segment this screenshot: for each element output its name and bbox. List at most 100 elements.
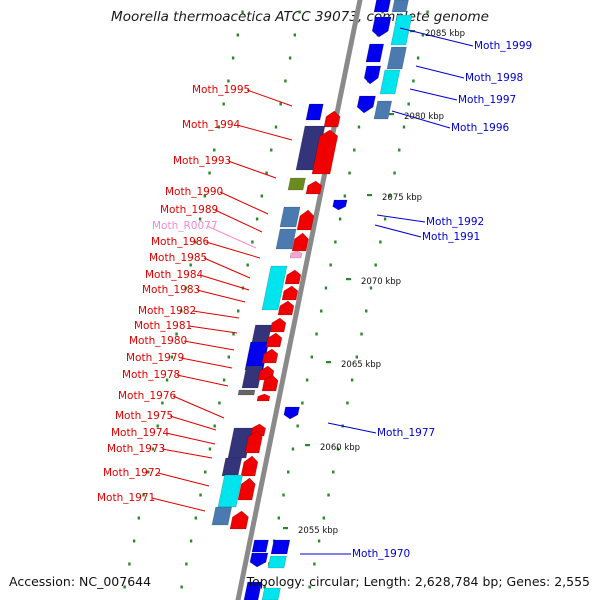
tick-mark xyxy=(353,148,356,152)
gene-label[interactable]: Moth_1989 xyxy=(160,204,218,216)
gene-label[interactable]: Moth_1972 xyxy=(103,467,161,479)
tick-mark xyxy=(265,171,268,175)
gene-label[interactable]: Moth_1977 xyxy=(377,427,435,439)
tick-mark xyxy=(329,263,332,267)
leader-line xyxy=(214,209,263,233)
gene-label[interactable]: Moth_1997 xyxy=(458,94,516,106)
gene-label[interactable]: Moth_1999 xyxy=(474,40,532,52)
tick-mark xyxy=(222,378,226,382)
gene-feature xyxy=(283,406,300,420)
tick-mark xyxy=(161,401,164,405)
tick-mark xyxy=(165,378,169,382)
tick-mark xyxy=(277,516,281,520)
tick-mark xyxy=(260,194,264,198)
tick-mark xyxy=(255,217,259,221)
gene-label[interactable]: Moth_1976 xyxy=(118,390,177,402)
leader-line xyxy=(172,395,225,419)
gene-label[interactable]: Moth_1974 xyxy=(111,427,170,439)
scale-tick xyxy=(389,113,394,116)
gene-feature xyxy=(267,555,287,569)
leader-line xyxy=(188,325,238,334)
gene-label[interactable]: Moth_1971 xyxy=(97,492,155,504)
tick-mark xyxy=(204,470,207,474)
gene-label[interactable]: Moth_1973 xyxy=(107,443,165,455)
tick-mark xyxy=(263,585,266,589)
leader-line xyxy=(391,110,451,129)
gene-feature xyxy=(373,100,393,120)
scale-label: 2080 kbp xyxy=(404,112,444,122)
gene-feature xyxy=(261,348,279,364)
gene-label[interactable]: Moth_1998 xyxy=(465,72,523,84)
scale-label: 2055 kbp xyxy=(298,526,338,536)
tick-mark xyxy=(203,194,207,198)
gene-label[interactable]: Moth_1985 xyxy=(149,252,207,264)
gene-label[interactable]: Moth_1979 xyxy=(126,352,184,364)
tick-mark xyxy=(246,263,249,267)
tick-mark xyxy=(194,516,198,520)
tick-mark xyxy=(402,125,406,129)
gene-feature xyxy=(265,332,283,348)
gene-label[interactable]: Moth_1980 xyxy=(129,335,187,347)
gene-feature xyxy=(275,228,297,250)
leader-line xyxy=(227,160,277,179)
scale-label: 2060 kbp xyxy=(320,443,360,453)
tick-mark xyxy=(305,378,309,382)
gene-label[interactable]: Moth_1978 xyxy=(122,369,180,381)
tick-mark xyxy=(137,516,141,520)
tick-mark xyxy=(334,240,337,244)
leader-line xyxy=(374,224,422,238)
gene-label[interactable]: Moth_1975 xyxy=(115,410,173,422)
tick-mark xyxy=(227,79,230,83)
leader-line xyxy=(205,241,261,259)
tick-mark xyxy=(184,286,188,290)
gene-feature xyxy=(256,393,271,402)
tick-mark xyxy=(412,79,415,83)
gene-label[interactable]: Moth_1986 xyxy=(151,236,210,248)
scale-label: 2065 kbp xyxy=(341,360,381,370)
genome-summary: Topology: circular; Length: 2,628,784 bp… xyxy=(246,574,590,589)
backbone-line xyxy=(235,0,363,600)
tick-mark xyxy=(365,309,368,313)
tick-mark xyxy=(291,447,295,451)
scale-tick xyxy=(305,444,310,447)
tick-mark xyxy=(369,286,373,290)
gene-label[interactable]: Moth_1990 xyxy=(165,186,223,198)
gene-label[interactable]: Moth_1984 xyxy=(145,269,204,281)
tick-mark xyxy=(213,148,216,152)
tick-mark xyxy=(123,585,126,589)
gene-label[interactable]: Moth_1970 xyxy=(352,548,410,560)
tick-mark xyxy=(199,493,202,497)
gene-label[interactable]: Moth_1994 xyxy=(182,119,241,131)
tick-mark xyxy=(343,194,347,198)
scale-tick xyxy=(367,194,372,197)
gene-feature xyxy=(305,180,323,195)
gene-label[interactable]: Moth_R0077 xyxy=(152,220,218,232)
gene-label[interactable]: Moth_1983 xyxy=(142,284,200,296)
tick-mark xyxy=(274,125,278,129)
gene-label[interactable]: Moth_1982 xyxy=(138,305,196,317)
tick-mark xyxy=(336,447,340,451)
gene-label[interactable]: Moth_1992 xyxy=(426,216,484,228)
leader-line xyxy=(415,65,465,79)
leader-line xyxy=(165,432,216,445)
gene-label[interactable]: Moth_1981 xyxy=(134,320,192,332)
gene-label[interactable]: Moth_1991 xyxy=(422,231,480,243)
gene-feature xyxy=(390,14,413,46)
tick-mark xyxy=(324,286,328,290)
gene-label[interactable]: Moth_1996 xyxy=(451,122,510,134)
leader-line xyxy=(176,374,229,387)
tick-mark xyxy=(322,516,326,520)
gene-feature xyxy=(386,46,407,70)
map-title: Moorella thermoacetica ATCC 39073, compl… xyxy=(111,9,489,25)
leader-line xyxy=(236,124,293,141)
gene-feature xyxy=(373,0,391,13)
tick-mark xyxy=(241,10,244,14)
tick-mark xyxy=(357,125,361,129)
tick-mark xyxy=(185,562,188,566)
gene-label[interactable]: Moth_1995 xyxy=(192,84,250,96)
gene-label[interactable]: Moth_1993 xyxy=(173,155,231,167)
tick-mark xyxy=(147,470,150,474)
gene-feature xyxy=(221,457,243,477)
tick-mark xyxy=(310,355,314,359)
